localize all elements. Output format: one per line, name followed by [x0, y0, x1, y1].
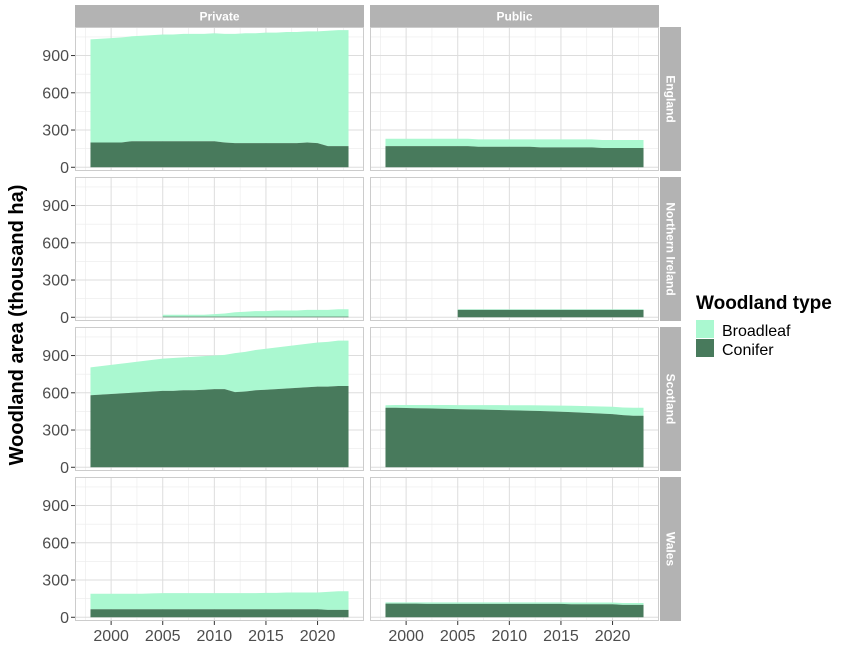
y-tick-label: 600	[42, 385, 69, 402]
y-tick-label: 300	[42, 573, 69, 590]
area-conifer	[457, 309, 644, 318]
strip-row-wales	[660, 477, 681, 621]
y-tick-label: 300	[42, 273, 69, 290]
panel-background	[75, 177, 364, 321]
panel-background	[370, 477, 659, 621]
y-tick-label: 300	[42, 423, 69, 440]
y-tick-label: 0	[60, 310, 69, 327]
panel-border	[75, 27, 364, 171]
strip-col-public	[370, 5, 659, 27]
panel-scotland-private	[75, 327, 364, 471]
strip-row-northern-ireland	[660, 177, 681, 321]
area-conifer	[385, 603, 644, 618]
area-conifer	[385, 146, 644, 168]
panel-northern-ireland-public	[370, 177, 659, 321]
y-tick-label: 0	[60, 610, 69, 627]
area-conifer	[90, 385, 349, 468]
area-broadleaf	[90, 30, 349, 147]
strip-label-scotland: Scotland	[664, 374, 678, 425]
strip-label-northern-ireland: Northern Ireland	[664, 202, 678, 295]
axes: 0 300 600 900 0 300 600 900 0 300 600 900 0 300 600 900…	[42, 48, 630, 645]
x-tick-label: 2015	[543, 628, 579, 645]
panel-wales-public	[370, 477, 659, 621]
y-tick-label: 600	[42, 235, 69, 252]
panel-border	[75, 477, 364, 621]
x-tick-label: 2010	[197, 628, 233, 645]
panel-england-public	[370, 27, 659, 171]
y-tick-label: 0	[60, 460, 69, 477]
y-tick-label: 0	[60, 160, 69, 177]
area-conifer	[385, 407, 644, 468]
y-tick-label: 600	[42, 85, 69, 102]
strip-row-scotland	[660, 327, 681, 471]
area-conifer	[90, 141, 349, 168]
legend-title: Woodland type	[696, 293, 832, 314]
y-tick-label: 900	[42, 198, 69, 215]
area-broadleaf	[385, 404, 644, 416]
x-tick-label: 2015	[248, 628, 284, 645]
y-tick-label: 900	[42, 498, 69, 515]
strip-row-england	[660, 27, 681, 171]
strips: Private Public England Northern Ireland Scot…	[75, 5, 681, 621]
panel-wales-private	[75, 477, 364, 621]
area-conifer	[90, 609, 349, 618]
area-broadleaf	[385, 138, 644, 149]
panel-border	[370, 27, 659, 171]
x-tick-label: 2005	[440, 628, 476, 645]
strip-col-private	[75, 5, 364, 27]
panel-background	[370, 177, 659, 321]
area-broadleaf	[162, 309, 349, 317]
y-tick-label: 900	[42, 348, 69, 365]
area-broadleaf	[90, 340, 349, 396]
area-broadleaf	[90, 591, 349, 610]
panels	[75, 27, 659, 621]
strip-label-england: England	[664, 75, 678, 122]
strip-label-wales: Wales	[664, 532, 678, 567]
panel-border	[370, 177, 659, 321]
x-tick-label: 2000	[93, 628, 129, 645]
x-tick-label: 2020	[595, 628, 631, 645]
panel-border	[370, 327, 659, 471]
x-tick-label: 2000	[388, 628, 424, 645]
panel-border	[75, 177, 364, 321]
panel-border	[75, 327, 364, 471]
y-tick-label: 600	[42, 535, 69, 552]
strip-label-private: Private	[199, 10, 239, 24]
area-conifer	[162, 316, 349, 318]
legend-label-conifer: Conifer	[722, 342, 774, 359]
legend-label-broadleaf: Broadleaf	[722, 323, 791, 340]
panel-northern-ireland-private	[75, 177, 364, 321]
legend-swatch-broadleaf	[696, 320, 714, 338]
panel-england-private	[75, 27, 364, 171]
area-broadleaf	[457, 309, 644, 310]
y-tick-label: 900	[42, 48, 69, 65]
x-tick-label: 2005	[145, 628, 181, 645]
panel-scotland-public	[370, 327, 659, 471]
y-axis-label: Woodland area (thousand ha)	[6, 185, 28, 466]
legend: Woodland type Broadleaf Conifer	[696, 293, 832, 359]
x-tick-label: 2020	[300, 628, 336, 645]
x-tick-label: 2010	[492, 628, 528, 645]
strip-label-public: Public	[496, 10, 532, 24]
panel-border	[370, 477, 659, 621]
y-tick-label: 300	[42, 123, 69, 140]
legend-swatch-conifer	[696, 339, 714, 357]
